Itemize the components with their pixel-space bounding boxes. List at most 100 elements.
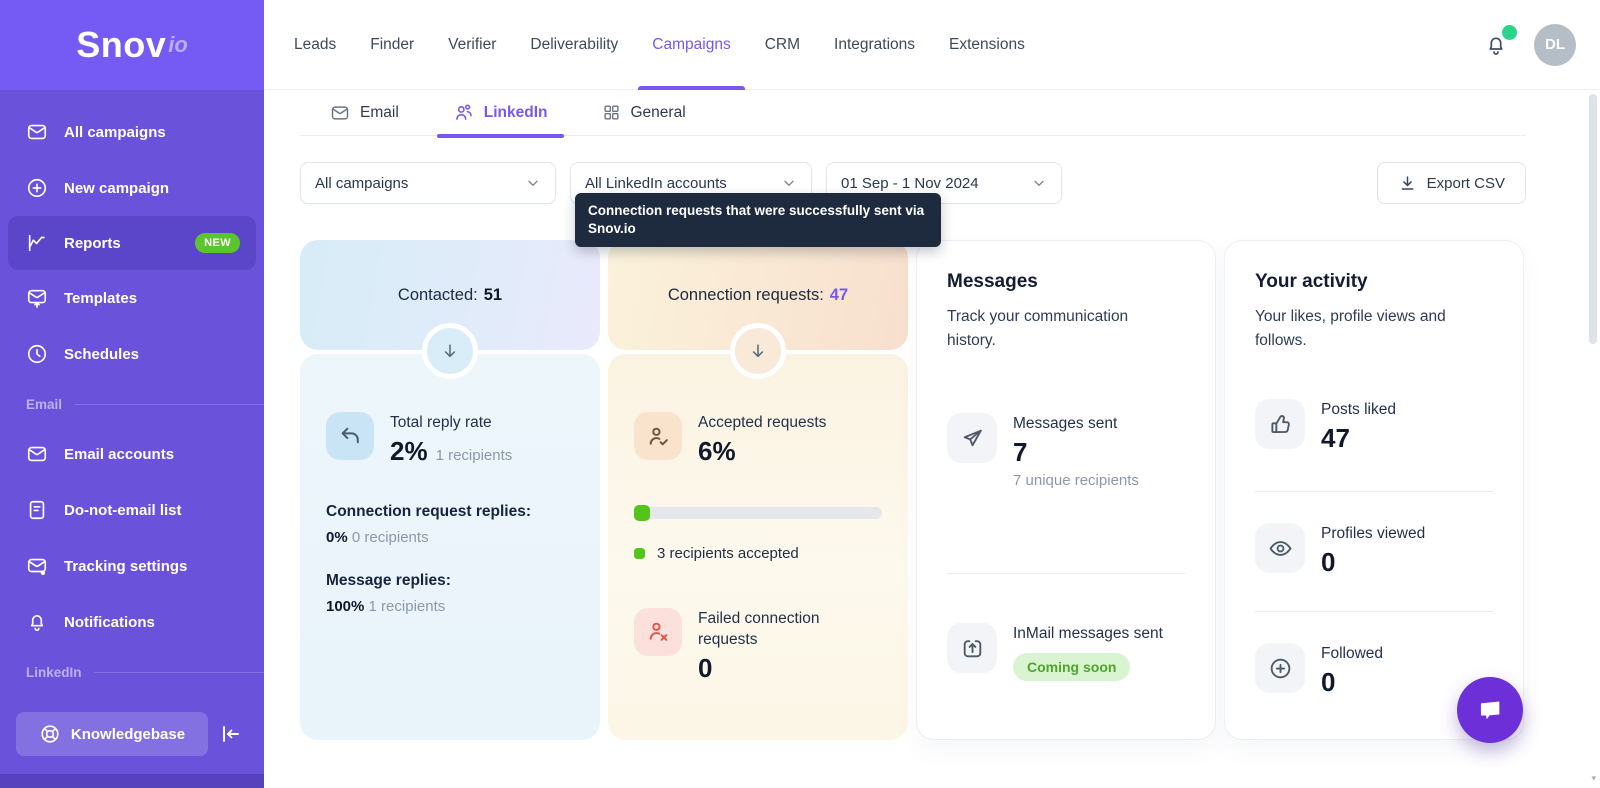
nav-verifier[interactable]: Verifier <box>448 35 497 53</box>
your-activity-card: Your activity Your likes, profile views … <box>1224 240 1524 740</box>
nav-crm[interactable]: CRM <box>764 35 801 53</box>
people-icon <box>453 102 474 123</box>
arrow-down-icon <box>752 344 764 358</box>
channel-tabs: Email LinkedIn General <box>300 90 1526 138</box>
progress-track <box>634 506 882 519</box>
contacted-body: Total reply rate 2% 1 recipients Connect… <box>300 354 600 740</box>
nav-finder[interactable]: Finder <box>370 35 415 53</box>
nav-deliverability[interactable]: Deliverability <box>530 35 619 53</box>
sidebar-item-label: Notifications <box>64 613 155 631</box>
envelope-arrow-icon <box>26 287 48 309</box>
envelope-icon <box>330 103 350 123</box>
sidebar-item-label: Schedules <box>64 345 140 363</box>
funnel-arrow-connector <box>730 323 786 379</box>
coming-soon-badge: Coming soon <box>1013 652 1131 681</box>
inmail-stat: InMail messages sent Coming soon <box>947 623 1163 681</box>
reply-arrow-icon <box>326 412 374 460</box>
main-area: Leads Finder Verifier Deliverability Cam… <box>264 0 1600 788</box>
header-right: DL <box>1484 23 1576 66</box>
tab-linkedin[interactable]: LinkedIn <box>436 90 564 138</box>
brand-name: Snov <box>76 24 167 65</box>
knowledgebase-button[interactable]: Knowledgebase <box>16 712 208 756</box>
posts-liked-stat: Posts liked 47 <box>1255 399 1396 454</box>
plus-circle-icon <box>1255 643 1305 693</box>
messages-sent-stat: Messages sent 7 7 unique recipients <box>947 413 1139 489</box>
top-header: Leads Finder Verifier Deliverability Cam… <box>264 0 1600 90</box>
activity-title: Your activity <box>1255 271 1368 292</box>
document-icon <box>26 499 48 521</box>
sidebar-item-all-campaigns[interactable]: All campaigns <box>0 104 264 160</box>
contacted-value: 51 <box>483 285 503 304</box>
online-status-dot <box>1502 24 1517 40</box>
sidebar: Snov io All campaigns New campaign Re <box>0 0 264 788</box>
scrollbar-down-arrow[interactable]: ▾ <box>1591 773 1596 783</box>
nav-campaigns[interactable]: Campaigns <box>638 0 746 90</box>
arrow-down-icon <box>444 344 456 358</box>
contacted-funnel-card: Contacted: 51 Total reply rate 2% <box>300 240 600 740</box>
sidebar-item-templates[interactable]: Templates <box>0 270 264 326</box>
messages-subtitle: Track your communication history. <box>947 308 1129 350</box>
sidebar-item-email-accounts[interactable]: Email accounts <box>0 426 264 482</box>
sidebar-item-label: New campaign <box>64 179 170 197</box>
sidebar-nav: All campaigns New campaign Reports NEW <box>0 90 264 694</box>
sidebar-bottom-strip <box>0 774 264 788</box>
sidebar-footer: Knowledgebase <box>0 712 264 756</box>
chevron-down-icon <box>1031 175 1047 191</box>
connection-requests-funnel-card: Connection requests: 47 Accepted request… <box>608 240 908 740</box>
clock-icon <box>26 343 48 365</box>
sidebar-item-schedules[interactable]: Schedules <box>0 326 264 382</box>
tab-email[interactable]: Email <box>330 90 399 136</box>
sidebar-item-label: Tracking settings <box>64 557 188 575</box>
sidebar-item-tracking-settings[interactable]: Tracking settings <box>0 538 264 594</box>
download-icon <box>1398 174 1417 193</box>
bell-icon <box>26 611 48 633</box>
brand-suffix: io <box>168 32 188 57</box>
chevron-down-icon <box>525 175 541 191</box>
connection-request-replies-stat: Connection request replies: 0% 0 recipie… <box>326 502 531 546</box>
chevron-down-icon <box>781 175 797 191</box>
nav-leads[interactable]: Leads <box>294 35 337 53</box>
new-badge: NEW <box>195 233 240 253</box>
notifications-bell-icon[interactable] <box>1484 24 1517 57</box>
sidebar-item-label: Do-not-email list <box>64 501 182 519</box>
envelope-icon <box>26 121 48 143</box>
envelope-dot-icon <box>26 555 48 577</box>
accepted-progress-bar <box>634 504 882 521</box>
brand-logo[interactable]: Snov io <box>0 0 264 90</box>
person-check-icon <box>634 412 682 460</box>
activity-subtitle: Your likes, profile views and follows. <box>1255 308 1446 350</box>
chat-widget-button[interactable] <box>1457 677 1523 743</box>
failed-requests-stat: Failed connection requests 0 <box>634 607 882 684</box>
green-dot <box>634 547 645 559</box>
sidebar-item-label: Templates <box>64 289 138 307</box>
messages-title: Messages <box>947 271 1038 292</box>
divider <box>947 573 1185 574</box>
divider <box>1255 491 1493 492</box>
nav-extensions[interactable]: Extensions <box>949 35 1025 53</box>
messages-card: Messages Track your communication histor… <box>916 240 1216 740</box>
grid-icon <box>602 103 621 122</box>
chart-icon <box>26 232 48 254</box>
sidebar-item-new-campaign[interactable]: New campaign <box>0 160 264 216</box>
person-x-icon <box>634 607 682 656</box>
sidebar-item-do-not-email[interactable]: Do-not-email list <box>0 482 264 538</box>
vertical-scrollbar[interactable] <box>1589 94 1597 344</box>
connection-requests-value: 47 <box>829 285 849 304</box>
sidebar-section-linkedin: LinkedIn <box>0 650 264 694</box>
profiles-viewed-stat: Profiles viewed 0 <box>1255 523 1425 578</box>
sidebar-item-reports[interactable]: Reports NEW <box>8 216 256 270</box>
sidebar-item-notifications[interactable]: Notifications <box>0 594 264 650</box>
user-avatar[interactable]: DL <box>1534 23 1576 66</box>
recipients-accepted-note: 3 recipients accepted <box>634 545 882 562</box>
collapse-sidebar-icon[interactable] <box>208 712 252 756</box>
tab-general[interactable]: General <box>602 90 686 136</box>
sidebar-section-email: Email <box>0 382 264 426</box>
campaigns-filter-select[interactable]: All campaigns <box>300 162 556 204</box>
stats-cards: Contacted: 51 Total reply rate 2% <box>300 240 1524 740</box>
paper-plane-icon <box>947 413 997 463</box>
eye-icon <box>1255 523 1305 573</box>
plus-circle-icon <box>26 177 48 199</box>
nav-integrations[interactable]: Integrations <box>834 35 916 53</box>
export-csv-button[interactable]: Export CSV <box>1376 162 1526 204</box>
